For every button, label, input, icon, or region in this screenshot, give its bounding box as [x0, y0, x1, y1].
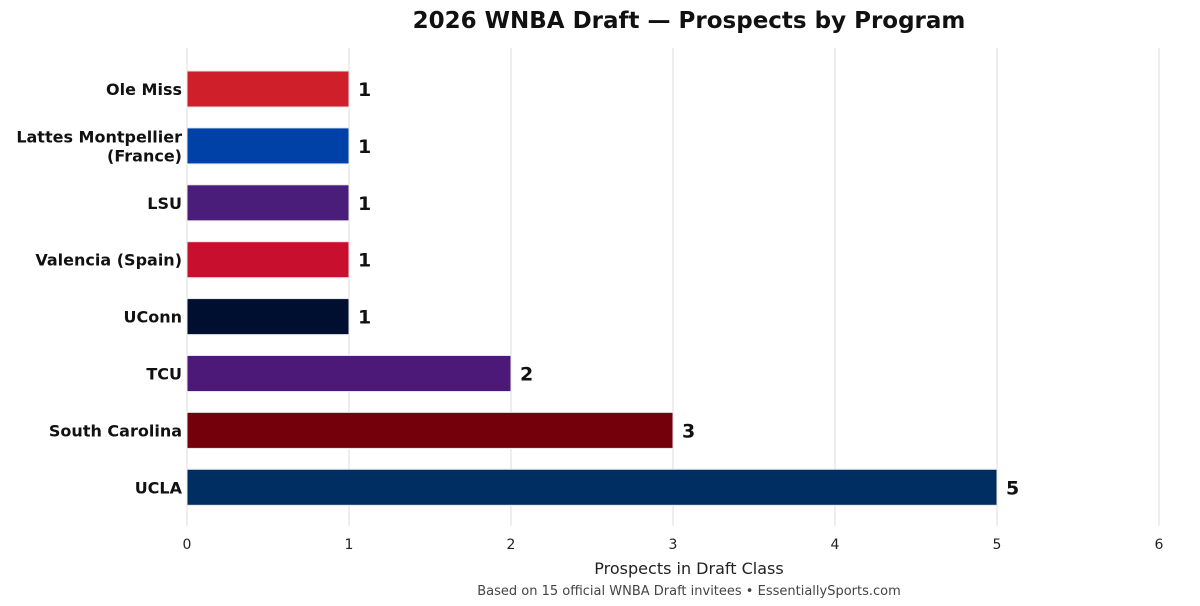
data-label: 1 [358, 79, 371, 101]
bar [186, 127, 350, 165]
bar [186, 468, 998, 506]
bar [186, 70, 350, 108]
bar [186, 241, 350, 279]
data-label: 1 [358, 307, 371, 329]
data-label: 3 [682, 420, 695, 442]
bar [186, 298, 350, 336]
category-label: South Carolina [49, 421, 182, 440]
data-label: 1 [358, 136, 371, 158]
category-label: TCU [146, 365, 182, 384]
data-label: 5 [1006, 477, 1019, 499]
x-tick-label: 4 [831, 537, 840, 553]
category-label: Ole Miss [106, 80, 182, 99]
x-tick-label: 3 [669, 537, 678, 553]
footnote: Based on 15 official WNBA Draft invitees… [477, 584, 901, 599]
bar [186, 411, 674, 449]
category-label: (France) [107, 146, 182, 165]
category-label: UConn [123, 308, 182, 327]
gridlines [186, 48, 1160, 526]
bars: 1 1 1 1 1 2 3 5 [186, 70, 1019, 506]
x-axis-label: Prospects in Draft Class [594, 559, 783, 578]
data-label: 2 [520, 364, 533, 386]
bar [186, 355, 512, 392]
x-tick-label: 0 [183, 537, 192, 553]
x-tick-label: 1 [345, 537, 354, 553]
y-axis-labels: Ole Miss Lattes Montpellier(France) LSU Val… [16, 80, 182, 497]
data-label: 1 [358, 250, 371, 272]
category-label: Lattes Montpellier [16, 127, 182, 146]
data-label: 1 [358, 193, 371, 215]
category-label: UCLA [135, 478, 183, 497]
category-label: LSU [147, 194, 182, 213]
bar [186, 184, 350, 222]
x-tick-label: 6 [1155, 537, 1164, 553]
chart-title: 2026 WNBA Draft — Prospects by Program [413, 8, 966, 34]
category-label: Valencia (Spain) [35, 251, 182, 270]
x-tick-label: 5 [993, 537, 1002, 553]
x-tick-label: 2 [507, 537, 516, 553]
x-axis-ticks: 0 1 2 3 4 5 6 [183, 537, 1164, 553]
